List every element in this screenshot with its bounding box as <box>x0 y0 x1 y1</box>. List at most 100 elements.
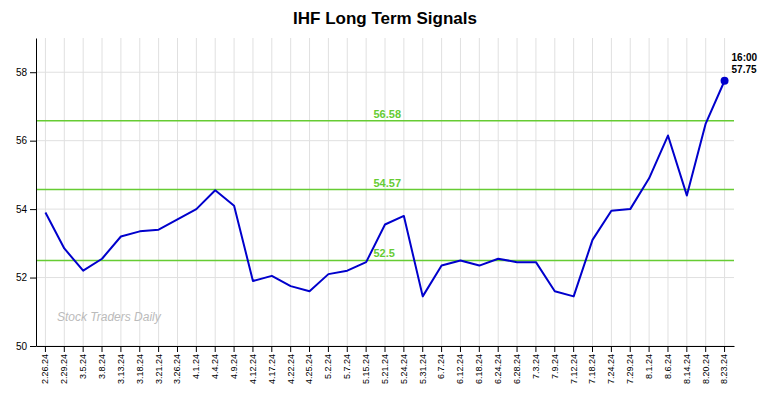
x-tick: 4.17.24 <box>267 346 277 384</box>
x-tick-label: 7.3.24 <box>531 354 541 379</box>
x-tick-mark <box>611 346 612 352</box>
x-grid-line <box>271 38 272 346</box>
x-tick: 2.29.24 <box>59 346 69 384</box>
x-tick: 8.20.24 <box>701 346 711 384</box>
x-tick: 6.12.24 <box>455 346 465 384</box>
x-tick-mark <box>215 346 216 352</box>
y-tick-mark <box>30 72 36 73</box>
x-tick-mark <box>535 346 536 352</box>
x-grid-line <box>460 38 461 346</box>
x-tick-mark <box>234 346 235 352</box>
x-tick: 7.24.24 <box>606 346 616 384</box>
x-tick-label: 4.9.24 <box>229 354 239 379</box>
x-tick-mark <box>630 346 631 352</box>
x-grid-line <box>403 38 404 346</box>
x-grid-line <box>667 38 668 346</box>
x-tick-label: 5.15.24 <box>361 354 371 384</box>
x-tick-label: 6.12.24 <box>455 354 465 384</box>
x-tick: 3.18.24 <box>135 346 145 384</box>
y-grid-line <box>36 140 734 141</box>
x-tick: 4.22.24 <box>286 346 296 384</box>
x-tick-label: 3.26.24 <box>172 354 182 384</box>
x-grid-line <box>705 38 706 346</box>
x-tick-label: 8.1.24 <box>644 354 654 379</box>
x-tick-mark <box>290 346 291 352</box>
y-tick-label: 58 <box>16 67 28 78</box>
x-tick-label: 5.31.24 <box>418 354 428 384</box>
x-tick-mark <box>649 346 650 352</box>
x-tick: 6.7.24 <box>436 346 446 379</box>
title: IHF Long Term Signals <box>293 9 477 28</box>
texts: 52.554.5756.5816:0057.75Stock Traders Da… <box>57 52 758 325</box>
y-tick: 56 <box>16 135 36 146</box>
x-grid-line <box>517 38 518 346</box>
x-tick: 3.13.24 <box>116 346 126 384</box>
x-grid-line <box>234 38 235 346</box>
x-grid-line <box>328 38 329 346</box>
grid <box>36 38 734 346</box>
y-tick-label: 50 <box>16 341 28 352</box>
x-tick: 5.21.24 <box>380 346 390 384</box>
x-tick: 7.3.24 <box>531 346 541 379</box>
x-tick: 4.9.24 <box>229 346 239 379</box>
x-grid-line <box>535 38 536 346</box>
x-tick: 5.31.24 <box>418 346 428 384</box>
x-tick-mark <box>139 346 140 352</box>
x-tick-mark <box>554 346 555 352</box>
x-tick: 3.5.24 <box>78 346 88 379</box>
x-tick-label: 4.17.24 <box>267 354 277 384</box>
x-tick-mark <box>422 346 423 352</box>
y-tick-label: 52 <box>16 272 28 283</box>
x-tick-label: 2.26.24 <box>40 354 50 384</box>
x-tick-label: 5.7.24 <box>342 354 352 379</box>
x-tick-label: 8.14.24 <box>682 354 692 384</box>
x-tick-label: 7.29.24 <box>625 354 635 384</box>
x-grid-line <box>309 38 310 346</box>
x-tick-mark <box>460 346 461 352</box>
x-tick-label: 5.24.24 <box>399 354 409 384</box>
x-tick: 7.12.24 <box>569 346 579 384</box>
chart: 2.26.24 2.29.24 3.5.24 3.8.24 3.13.24 3.18.24… <box>0 0 784 398</box>
x-tick-mark <box>102 346 103 352</box>
last-point <box>721 77 729 85</box>
signal-line <box>36 189 734 191</box>
signal-label: 56.58 <box>373 108 401 120</box>
x-grid-line <box>498 38 499 346</box>
x-tick: 6.18.24 <box>474 346 484 384</box>
plot-area: 2.26.24 2.29.24 3.5.24 3.8.24 3.13.24 3.18.24… <box>16 38 758 384</box>
y-tick-label: 54 <box>16 204 28 215</box>
x-tick-mark <box>366 346 367 352</box>
x-tick: 5.24.24 <box>399 346 409 384</box>
x-tick: 5.15.24 <box>361 346 371 384</box>
y-tick-mark <box>30 141 36 142</box>
x-tick-mark <box>347 346 348 352</box>
x-grid-line <box>592 38 593 346</box>
x-tick-mark <box>498 346 499 352</box>
x-tick: 4.1.24 <box>191 346 201 379</box>
x-tick-mark <box>592 346 593 352</box>
x-tick-label: 3.21.24 <box>154 354 164 384</box>
x-grid-line <box>611 38 612 346</box>
x-tick-label: 4.25.24 <box>304 354 314 384</box>
x-tick-label: 4.12.24 <box>248 354 258 384</box>
y-tick-label: 56 <box>16 135 28 146</box>
x-tick-label: 3.13.24 <box>116 354 126 384</box>
x-tick-label: 5.2.24 <box>323 354 333 379</box>
x-tick: 3.26.24 <box>172 346 182 384</box>
y-axis: 50 52 54 56 58 <box>16 39 37 352</box>
x-grid-line <box>102 38 103 346</box>
x-tick: 8.14.24 <box>682 346 692 384</box>
x-grid-line <box>347 38 348 346</box>
x-grid-line <box>630 38 631 346</box>
x-tick: 5.2.24 <box>323 346 333 379</box>
watermark: Stock Traders Daily <box>57 310 162 324</box>
x-tick: 8.23.24 <box>719 346 729 384</box>
x-tick-mark <box>328 346 329 352</box>
x-grid-line <box>649 38 650 346</box>
x-grid-line <box>479 38 480 346</box>
x-tick-label: 6.18.24 <box>474 354 484 384</box>
x-tick-label: 6.28.24 <box>512 354 522 384</box>
x-tick-label: 3.8.24 <box>97 354 107 379</box>
y-grid-line <box>36 72 734 73</box>
x-grid-line <box>554 38 555 346</box>
